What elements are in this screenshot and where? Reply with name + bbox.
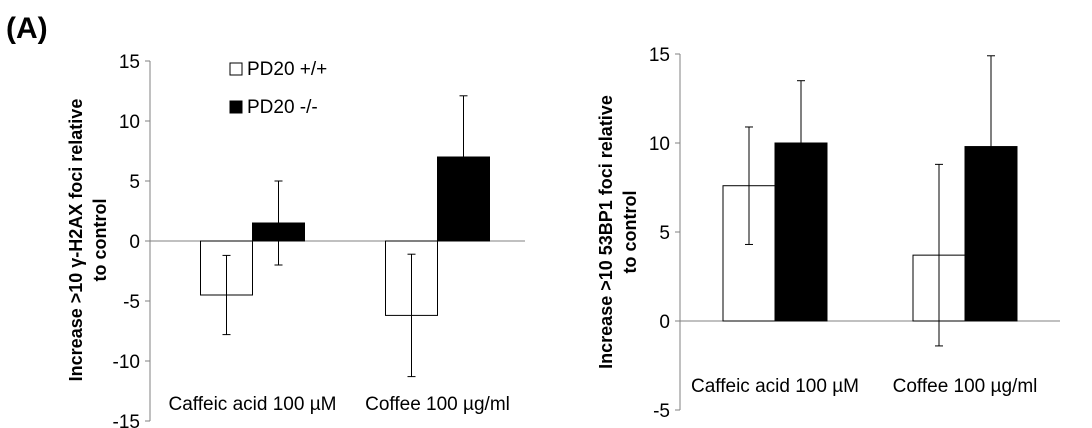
y-axis-label: Increase >10 γ-H2AX foci relative	[66, 99, 86, 382]
y-axis-label: to control	[620, 191, 640, 274]
y-axis-label: Increase >10 53BP1 foci relative	[596, 95, 616, 369]
y-tick-label: 0	[659, 312, 670, 333]
legend-swatch	[229, 100, 243, 114]
y-tick-label: 5	[129, 172, 140, 193]
y-tick-label: 10	[649, 134, 670, 155]
y-tick-label: -5	[123, 292, 140, 313]
y-tick-label: 10	[119, 112, 140, 133]
category-label: Caffeic acid 100 µM	[169, 394, 337, 415]
y-tick-label: -5	[653, 401, 670, 422]
legend-label: PD20 +/+	[247, 59, 327, 80]
category-label: Caffeic acid 100 µM	[691, 376, 859, 397]
legend-label: PD20 -/-	[247, 97, 318, 118]
category-label: Coffee 100 µg/ml	[365, 394, 510, 415]
panel-label: (A)	[6, 12, 48, 45]
chart-gamma-h2ax: 15 10 5 0 -5 -10 -15 Caffeic acid 100 µM Coffee …	[66, 52, 525, 428]
chart-53bp1: 15 10 5 0 -5 Caffeic acid 100 µM Coffee 100 µg…	[596, 45, 1060, 422]
y-tick-label: 5	[659, 223, 670, 244]
y-tick-label: -10	[113, 352, 140, 373]
y-axis-label: to control	[90, 199, 110, 282]
y-tick-label: -15	[113, 412, 140, 428]
y-tick-label: 15	[119, 52, 140, 73]
y-tick-label: 0	[129, 232, 140, 253]
y-tick-label: 15	[649, 45, 670, 66]
category-label: Coffee 100 µg/ml	[893, 376, 1038, 397]
legend-swatch	[229, 62, 243, 76]
